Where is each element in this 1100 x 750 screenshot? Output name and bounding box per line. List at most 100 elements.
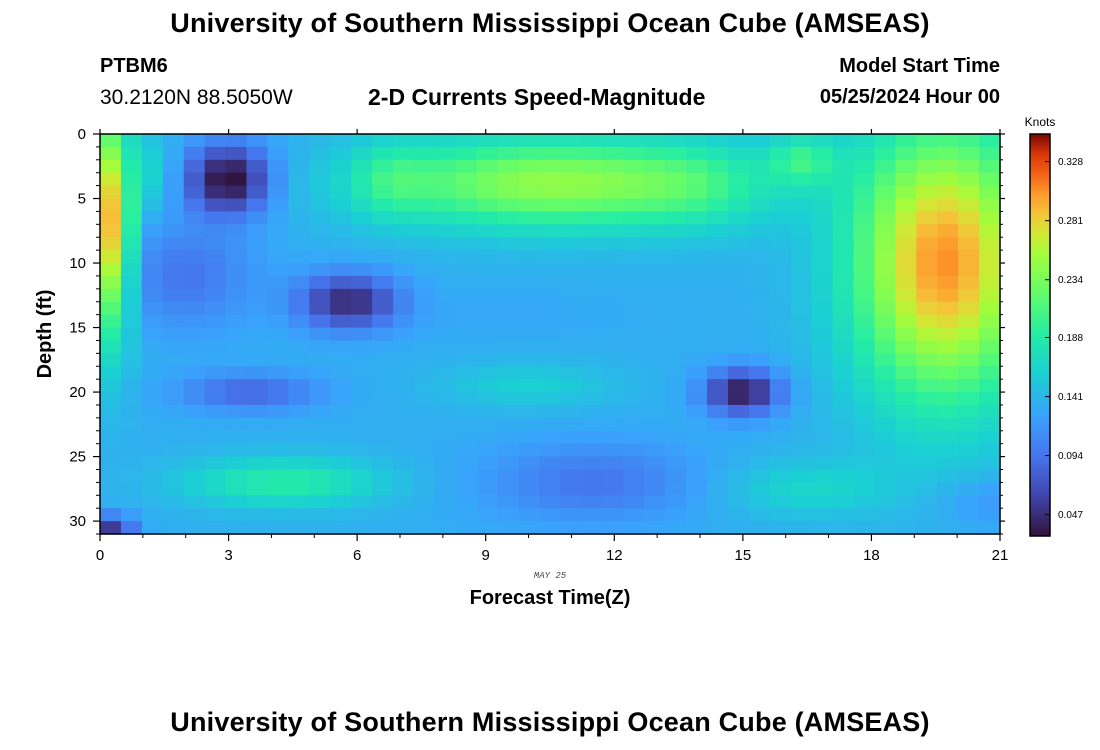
heatmap-cell [141,211,164,225]
heatmap-cell [581,185,603,200]
heatmap-cell [100,366,122,380]
heatmap-cell [183,263,206,277]
heatmap-cell [916,250,938,264]
heatmap-cell [518,211,541,225]
heatmap-cell [811,301,834,316]
heatmap-cell [853,495,876,509]
heatmap-cell [413,185,436,200]
heatmap-cell [937,250,959,264]
heatmap-cell [120,495,143,509]
heatmap-cell [958,146,980,161]
heatmap-cell [979,198,1001,213]
heatmap-cell [706,250,729,264]
heatmap-cell [916,482,938,496]
heatmap-cell [309,417,331,432]
heatmap-cell [853,198,876,213]
heatmap-cell [455,301,478,316]
heatmap-cell [706,146,729,161]
heatmap-cell [895,495,917,509]
heatmap-cell [183,340,206,354]
heatmap-cell [790,469,813,483]
heatmap-cell [644,327,666,342]
heatmap-cell [644,521,666,535]
heatmap-cell [560,224,582,238]
heatmap-cell [434,482,457,496]
heatmap-cell [874,521,896,535]
heatmap-cell [518,469,541,483]
heatmap-cell [539,508,562,522]
heatmap-cell [979,495,1001,509]
heatmap-cell [539,353,562,367]
heatmap-cell [372,379,394,393]
heatmap-cell [665,237,687,251]
heatmap-cell [393,198,415,213]
heatmap-cell [497,482,520,496]
heatmap-cell [853,443,876,458]
heatmap-cell [727,521,750,535]
heatmap-cell [937,366,959,380]
heatmap-cell [644,250,666,264]
heatmap-cell [309,301,331,316]
heatmap-cell [100,430,122,445]
heatmap-cell [372,353,394,367]
heatmap-cell [100,353,122,367]
heatmap-cell [853,172,876,187]
heatmap-cell [288,211,310,225]
heatmap-cell [330,288,352,303]
heatmap-cell [937,508,959,522]
heatmap-cell [225,482,248,496]
heatmap-cell [162,159,185,174]
heatmap-cell [518,185,541,200]
heatmap-cell [204,275,227,290]
heatmap-cell [811,340,834,354]
heatmap-cell [727,134,750,148]
heatmap-cell [141,430,164,445]
heatmap-cell [393,430,415,445]
heatmap-cell [372,430,394,445]
heatmap-cell [979,482,1001,496]
heatmap-cell [602,134,624,148]
heatmap-cell [895,392,917,406]
heatmap-cell [434,430,457,445]
heatmap-cell [183,469,206,483]
heatmap-cell [727,508,750,522]
heatmap-cell [727,340,750,354]
heatmap-cell [895,224,917,238]
heatmap-cell [476,314,499,329]
heatmap-cell [769,211,792,225]
heatmap-cell [518,288,541,303]
heatmap-cell [100,224,122,238]
heatmap-cell [141,443,164,458]
heatmap-cell [958,392,980,406]
heatmap-cell [183,392,206,406]
heatmap-cell [476,456,499,471]
heatmap-cell [393,224,415,238]
heatmap-cell [413,443,436,458]
heatmap-cell [183,521,206,535]
heatmap-cell [811,417,834,432]
heatmap-cell [895,314,917,329]
heatmap-cell [560,301,582,316]
x-tick-label: 3 [224,547,232,564]
heatmap-cell [895,172,917,187]
heatmap-cell [979,353,1001,367]
heatmap-cell [706,366,729,380]
heatmap-cell [267,198,289,213]
heatmap-cell [393,379,415,393]
heatmap-cell [560,288,582,303]
heatmap-cell [476,353,499,367]
heatmap-cell [686,185,708,200]
heatmap-cell [413,134,436,148]
heatmap-cell [623,185,645,200]
heatmap-cell [497,404,520,419]
heatmap-cell [979,327,1001,342]
heatmap-cell [141,237,164,251]
heatmap-cell [602,172,624,187]
heatmap-cell [204,404,227,419]
heatmap-cell [100,172,122,187]
heatmap-cell [748,430,771,445]
heatmap-cell [623,237,645,251]
heatmap-cell [602,482,624,496]
heatmap-cell [916,134,938,148]
heatmap-cell [853,211,876,225]
